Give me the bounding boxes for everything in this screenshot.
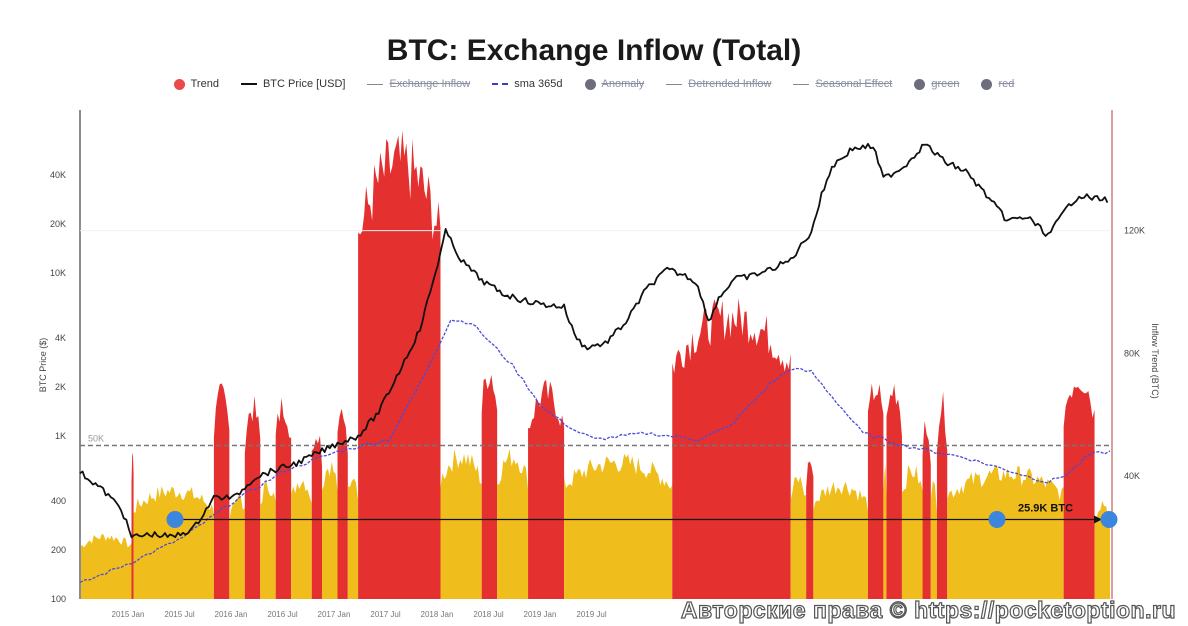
inflow-area-down xyxy=(497,448,529,599)
inflow-area-down xyxy=(790,476,807,599)
inflow-area-down xyxy=(80,533,132,599)
left-tick-label: 2K xyxy=(55,382,66,392)
x-tick-label: 2017 Jan xyxy=(318,610,351,619)
sma-365d-line xyxy=(79,319,1111,583)
legend-item-btc-price-usd[interactable]: BTC Price [USD] xyxy=(240,78,345,90)
inflow-area-down xyxy=(347,478,359,599)
right-axis-label: Inflow Trend (BTC) xyxy=(1150,323,1160,399)
legend-dash-icon xyxy=(492,83,509,85)
left-tick-label: 4K xyxy=(55,333,66,343)
legend-dot-icon xyxy=(584,78,596,90)
legend-item-anomaly[interactable]: Anomaly xyxy=(584,78,644,90)
inflow-area-up xyxy=(244,395,261,599)
inflow-area-up xyxy=(213,383,230,599)
inflow-area-down xyxy=(883,464,887,599)
inflow-area-down xyxy=(322,461,338,599)
arrow-head-icon xyxy=(1094,515,1102,524)
inflow-area-down xyxy=(564,453,673,599)
inflow-area-up xyxy=(806,461,814,599)
inflow-area-up xyxy=(311,435,323,599)
legend-item-sma-365d[interactable]: sma 365d xyxy=(492,78,563,90)
left-tick-label: 40K xyxy=(50,170,66,180)
watermark: Авторские права © https://pocketoption.r… xyxy=(680,596,1176,623)
inflow-area-up xyxy=(886,384,902,599)
x-tick-label: 2016 Jan xyxy=(215,610,248,619)
marker-dot-icon xyxy=(1100,510,1118,528)
inflow-area-up xyxy=(337,408,348,599)
marker-dot-icon xyxy=(988,510,1006,528)
inflow-area-up xyxy=(275,397,292,599)
inflow-area-down xyxy=(947,465,1064,599)
right-tick-label: 40K xyxy=(1124,471,1140,481)
annotation-label: 25.9K BTC xyxy=(1018,502,1073,514)
inflow-area-down xyxy=(901,464,923,599)
legend-item-red[interactable]: red xyxy=(981,78,1014,90)
legend-dot-icon xyxy=(981,78,993,90)
legend-item-seasonal-effect[interactable]: Seasonal Effect xyxy=(793,78,892,90)
legend-item-exchange-inflow[interactable]: Exchange Inflow xyxy=(367,78,470,90)
inflow-area-down xyxy=(260,479,276,599)
x-tick-label: 2015 Jan xyxy=(112,610,145,619)
left-tick-label: 200 xyxy=(51,545,66,555)
btc-price-line xyxy=(79,142,1109,539)
legend-item-trend[interactable]: Trend xyxy=(173,78,219,90)
x-tick-label: 2019 Jul xyxy=(576,610,606,619)
inflow-area-down xyxy=(229,494,245,599)
inflow-area-up xyxy=(1063,386,1095,599)
inflow-area-up xyxy=(481,374,498,599)
inflow-area-down xyxy=(440,449,482,599)
inflow-area-up xyxy=(936,391,948,599)
left-tick-label: 20K xyxy=(50,219,66,229)
inflow-area-down xyxy=(291,480,312,599)
x-tick-label: 2018 Jul xyxy=(473,610,503,619)
x-tick-label: 2018 Jan xyxy=(421,610,454,619)
inflow-area-up xyxy=(672,298,791,599)
inflow-area-up xyxy=(358,130,441,599)
inflow-area-up xyxy=(922,420,931,599)
x-tick-label: 2019 Jan xyxy=(524,610,557,619)
left-tick-label: 1K xyxy=(55,431,66,441)
x-tick-label: 2017 Jul xyxy=(370,610,400,619)
inflow-area-down xyxy=(813,481,868,599)
inflow-area-up xyxy=(131,452,134,599)
reference-line-label: 50K xyxy=(88,434,104,444)
left-tick-label: 400 xyxy=(51,496,66,506)
legend-item-green[interactable]: green xyxy=(914,78,959,90)
legend-item-detrended-inflow[interactable]: Detrended Inflow xyxy=(666,78,771,90)
x-tick-label: 2016 Jul xyxy=(267,610,297,619)
chart-title: BTC: Exchange Inflow (Total) xyxy=(386,34,802,67)
right-tick-label: 120K xyxy=(1124,226,1145,236)
x-tick-label: 2015 Jul xyxy=(164,610,194,619)
inflow-area-down xyxy=(930,480,937,599)
legend: Trend BTC Price [USD] Exchange Inflow sma 3… xyxy=(0,78,1188,90)
legend-line-icon xyxy=(666,83,683,85)
legend-dot-icon xyxy=(914,78,926,90)
legend-line-icon xyxy=(367,83,384,85)
legend-line-icon xyxy=(793,83,810,85)
marker-dot-icon xyxy=(166,510,184,528)
left-axis-label: BTC Price ($) xyxy=(38,337,48,393)
inflow-area-up xyxy=(867,383,884,599)
right-tick-label: 80K xyxy=(1124,348,1140,358)
left-tick-label: 100 xyxy=(51,594,66,604)
legend-dot-icon xyxy=(173,78,185,90)
inflow-area-up xyxy=(528,379,565,599)
left-tick-label: 10K xyxy=(50,268,66,278)
legend-line-icon xyxy=(240,83,257,85)
